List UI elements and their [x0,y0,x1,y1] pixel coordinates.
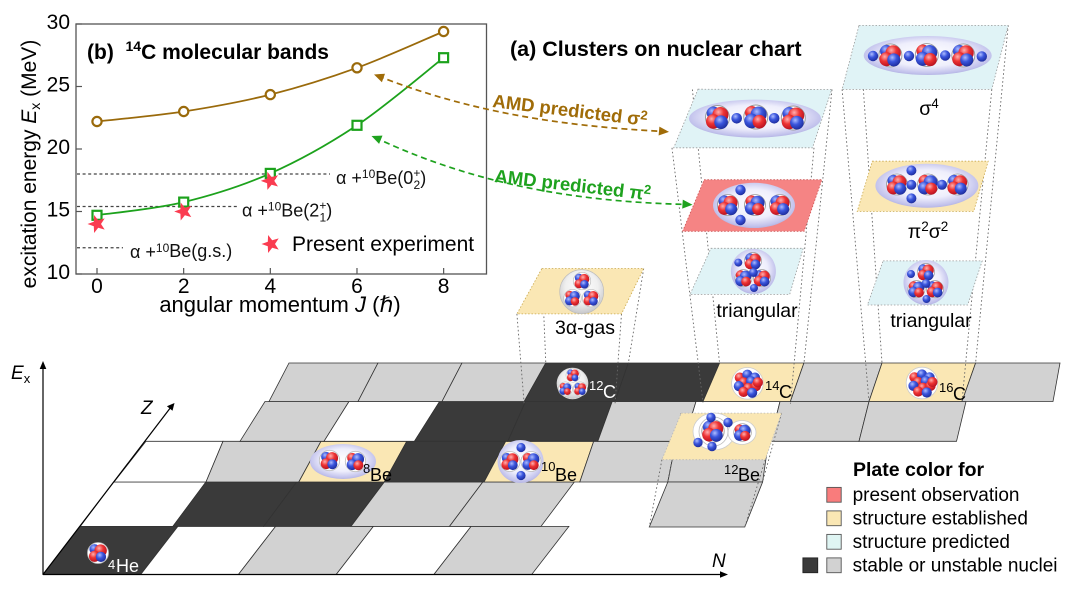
svg-text:structure predicted: structure predicted [853,532,1010,553]
svg-text:triangular: triangular [890,310,972,332]
svg-text:He: He [116,556,139,576]
svg-text:8: 8 [363,461,370,476]
svg-text:(b) 14C molecular bands: (b) 14C molecular bands [87,38,329,64]
svg-text:14: 14 [765,378,779,393]
svg-text:2: 2 [178,275,190,298]
svg-text:C: C [603,382,616,402]
svg-text:excitation energy Ex (MeV): excitation energy Ex (MeV) [18,40,43,289]
svg-text:16: 16 [939,380,953,395]
svg-text:Be: Be [738,465,760,485]
svg-text:Be: Be [555,465,577,485]
svg-text:Present experiment: Present experiment [292,233,474,256]
svg-text:structure established: structure established [853,509,1028,530]
svg-text:20: 20 [47,136,70,159]
svg-text:6: 6 [351,275,363,298]
svg-text:α +10Be(g.s.): α +10Be(g.s.) [130,241,232,262]
svg-text:α +10Be(2+1): α +10Be(2+ 1) [242,199,332,225]
svg-text:angular momentum J (ℏ): angular momentum J (ℏ) [159,292,400,317]
svg-text:present observation: present observation [853,485,1020,506]
svg-text:3α-gas: 3α-gas [555,317,615,339]
svg-text:12: 12 [589,378,603,393]
svg-text:4: 4 [264,275,276,298]
svg-text:25: 25 [47,74,70,97]
svg-text:0: 0 [91,275,103,298]
svg-text:12: 12 [724,462,738,477]
svg-text:stable or unstable nuclei: stable or unstable nuclei [853,556,1058,577]
svg-text:4: 4 [108,557,115,572]
svg-text:15: 15 [47,199,70,222]
svg-text:10: 10 [541,459,555,474]
svg-text:C: C [779,382,792,402]
svg-text:10: 10 [47,261,70,284]
svg-text:Be: Be [370,465,392,485]
svg-text:α +10Be(0+2): α +10Be(0+ 2) [336,166,426,192]
svg-text:30: 30 [47,11,70,34]
svg-text:Z: Z [140,398,154,419]
svg-text:8: 8 [438,275,450,298]
svg-text:N: N [712,551,726,572]
svg-text:Plate color for: Plate color for [853,459,985,481]
svg-text:triangular: triangular [716,300,798,322]
svg-text:(a) Clusters on nuclear chart: (a) Clusters on nuclear chart [510,37,802,61]
svg-text:C: C [953,384,966,404]
